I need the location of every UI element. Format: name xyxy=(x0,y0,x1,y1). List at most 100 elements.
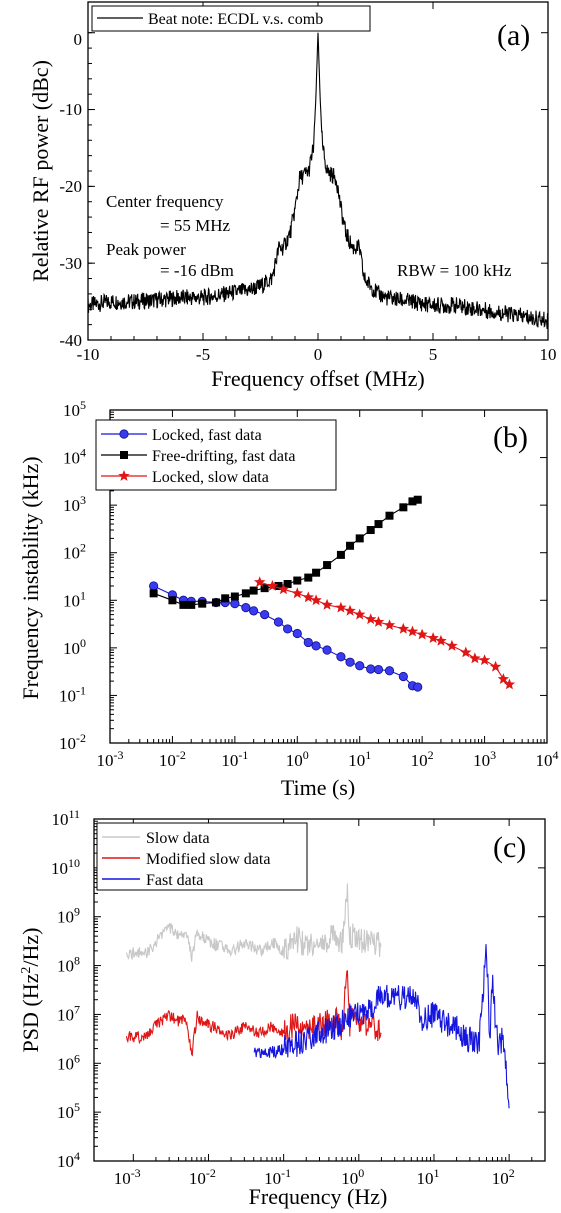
legend-label-beat-note: Beat note: ECDL v.s. comb xyxy=(148,11,323,28)
data-point-locked-slow xyxy=(354,608,366,620)
data-point-locked-slow xyxy=(427,632,439,643)
y-tick-label: -20 xyxy=(59,177,82,196)
x-axis-label-a: Frequency offset (MHz) xyxy=(211,366,424,391)
data-point-free-drifting xyxy=(385,511,394,520)
data-point-locked-fast xyxy=(345,657,355,667)
panel-a: -10 -5 0 5 10 -40 -30 -20 -10 0 Frequenc… xyxy=(28,1,557,391)
y-tick-label: 1011 xyxy=(51,807,80,829)
legend-label-locked-fast: Locked, fast data xyxy=(152,427,262,444)
x-tick-labels-a: -10 -5 0 5 10 xyxy=(77,345,557,364)
x-tick-label: 10-3 xyxy=(97,748,124,770)
annotation-rbw: RBW = 100 kHz xyxy=(397,261,512,280)
data-point-locked-slow xyxy=(277,583,290,595)
y-axis-label-c: PSD (Hz2/Hz) xyxy=(18,928,43,1053)
y-tick-label: 109 xyxy=(57,905,80,927)
data-point-free-drifting xyxy=(336,550,345,559)
data-point-free-drifting xyxy=(212,598,221,607)
x-axis-label-b: Time (s) xyxy=(281,775,355,800)
legend-label-fast-data: Fast data xyxy=(146,872,203,889)
y-tick-label: 10-2 xyxy=(59,731,86,753)
x-tick-label: 102 xyxy=(492,1166,515,1188)
x-tick-label: 100 xyxy=(341,1166,364,1188)
data-point-locked-fast xyxy=(336,652,346,662)
data-point-free-drifting xyxy=(149,589,158,598)
data-point-locked-fast xyxy=(249,606,259,616)
data-point-locked-fast xyxy=(292,628,302,639)
data-point-locked-fast xyxy=(241,603,251,613)
y-tick-label: -10 xyxy=(59,100,82,119)
data-point-locked-fast xyxy=(373,664,384,675)
data-point-free-drifting xyxy=(221,594,230,603)
data-point-locked-slow xyxy=(469,652,481,664)
series-line-beat-note xyxy=(87,32,549,330)
x-tick-label: 0 xyxy=(314,345,323,364)
y-tick-label: 102 xyxy=(63,541,86,563)
data-point-locked-slow xyxy=(497,673,510,684)
tick-marks-a xyxy=(87,2,549,341)
y-tick-label: 10-1 xyxy=(59,683,86,705)
x-tick-label: 101 xyxy=(417,1166,440,1188)
data-point-free-drifting xyxy=(366,526,375,535)
data-point-free-drifting xyxy=(355,534,364,543)
y-tick-label: 0 xyxy=(74,30,83,49)
legend-marker-locked-slow xyxy=(118,470,130,481)
data-point-locked-slow xyxy=(406,625,419,637)
data-point-locked-slow xyxy=(266,580,279,591)
data-point-locked-slow xyxy=(365,613,377,625)
data-point-free-drifting xyxy=(230,592,239,601)
data-point-free-drifting xyxy=(168,596,177,605)
x-tick-label: 103 xyxy=(473,748,496,770)
data-point-locked-slow xyxy=(416,628,428,640)
panel-b: 10-3 10-2 10-1 100 101 102 103 104 10-2 … xyxy=(18,398,559,800)
annotation-center-frequency-value: = 55 MHz xyxy=(160,216,230,235)
y-tick-label: 105 xyxy=(57,1100,80,1122)
plot-frame-a xyxy=(87,1,549,341)
data-point-locked-slow xyxy=(460,646,472,658)
data-point-locked-slow xyxy=(254,576,266,588)
x-tick-label: -10 xyxy=(77,345,100,364)
data-point-locked-slow xyxy=(335,601,347,613)
data-point-locked-fast xyxy=(366,664,376,674)
data-point-free-drifting xyxy=(374,520,383,529)
data-point-free-drifting xyxy=(323,561,332,570)
series-group-c xyxy=(126,883,510,1109)
data-point-locked-fast xyxy=(413,682,423,692)
y-tick-label: 104 xyxy=(63,446,86,468)
legend-label-free-drifting: Free-drifting, fast data xyxy=(152,448,296,465)
legend-marker-locked-fast xyxy=(119,429,129,439)
x-tick-label: 10-1 xyxy=(264,1166,291,1188)
annotation-peak-power-value: = -16 dBm xyxy=(160,261,234,280)
data-point-locked-fast xyxy=(322,645,332,655)
data-point-locked-slow xyxy=(397,622,410,634)
y-tick-label: 107 xyxy=(57,1002,80,1024)
y-tick-label: 105 xyxy=(63,398,86,420)
data-point-locked-fast xyxy=(384,666,395,676)
annotation-center-frequency: Center frequency xyxy=(106,192,224,211)
x-tick-labels-b: 10-3 10-2 10-1 100 101 102 103 104 xyxy=(97,748,559,770)
data-point-free-drifting xyxy=(198,599,207,608)
data-point-free-drifting xyxy=(260,584,269,593)
data-point-locked-slow xyxy=(489,660,502,672)
data-point-free-drifting xyxy=(249,586,258,595)
y-tick-label: 103 xyxy=(63,493,86,515)
legend-marker-free-drifting xyxy=(120,451,128,459)
data-point-locked-fast xyxy=(398,671,408,682)
data-point-locked-fast xyxy=(311,641,321,651)
legend-label-locked-slow: Locked, slow data xyxy=(152,469,269,486)
legend-b: Locked, fast data Free-drifting, fast da… xyxy=(95,419,337,491)
series-line-modified-slow-data xyxy=(126,970,382,1057)
y-tick-labels-b: 10-2 10-1 100 101 102 103 104 105 xyxy=(59,398,86,753)
y-tick-label: -30 xyxy=(59,254,82,273)
data-point-locked-fast xyxy=(260,610,270,620)
x-tick-label: 10-1 xyxy=(221,748,248,770)
data-point-locked-slow xyxy=(372,616,385,627)
data-point-free-drifting xyxy=(293,576,302,585)
data-point-locked-slow xyxy=(321,598,333,610)
data-point-locked-slow xyxy=(446,639,458,651)
data-point-locked-slow xyxy=(383,619,396,630)
data-point-locked-fast xyxy=(355,661,365,671)
y-tick-label: 104 xyxy=(57,1149,80,1171)
data-point-locked-slow xyxy=(291,587,303,599)
x-tick-label: -5 xyxy=(196,345,210,364)
y-axis-label-b: Frequency instability (kHz) xyxy=(18,456,43,699)
